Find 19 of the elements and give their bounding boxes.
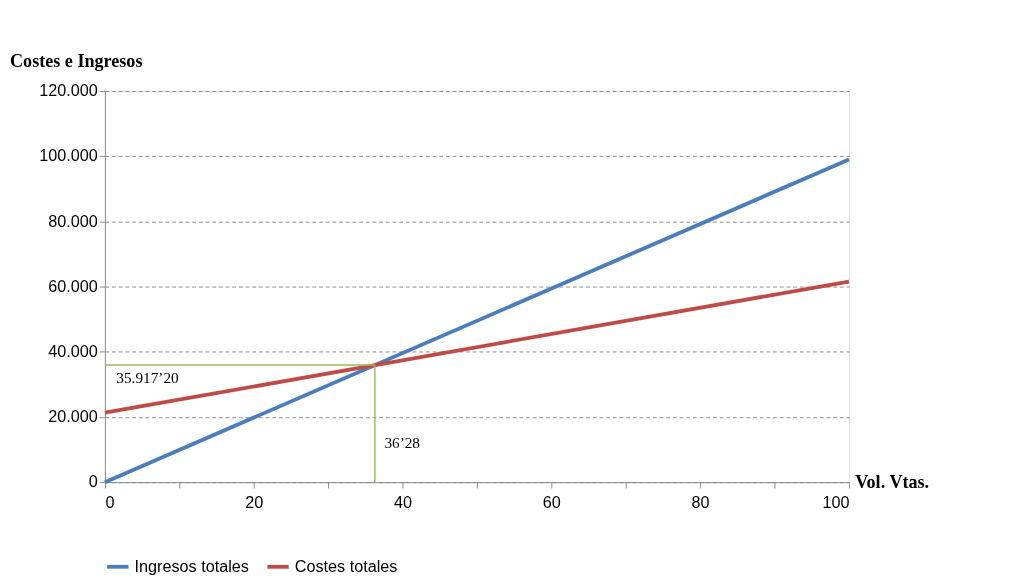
x-tick-label: 60	[542, 493, 561, 512]
legend-label: Costes totales	[294, 556, 398, 575]
legend-label: Ingresos totales	[134, 556, 249, 575]
x-axis-title: Vol. Vtas.	[855, 472, 930, 493]
y-tick-label: 100.000	[39, 146, 98, 165]
y-tick-label: 120.000	[39, 81, 98, 100]
y-tick-label: 0	[88, 472, 98, 491]
x-tick-label: 20	[245, 493, 264, 512]
annotation: 36’28	[384, 433, 421, 451]
x-tick-label: 100	[822, 493, 850, 512]
x-tick-label: 40	[394, 493, 413, 512]
y-axis-title: Costes e Ingresos	[10, 50, 143, 71]
y-tick-label: 40.000	[48, 342, 98, 361]
annotation: 35.917’20	[116, 369, 180, 387]
y-tick-label: 80.000	[48, 211, 98, 230]
y-tick-label: 60.000	[48, 276, 98, 295]
x-tick-label: 0	[105, 493, 115, 512]
x-tick-label: 80	[691, 493, 710, 512]
y-tick-label: 20.000	[48, 407, 98, 426]
